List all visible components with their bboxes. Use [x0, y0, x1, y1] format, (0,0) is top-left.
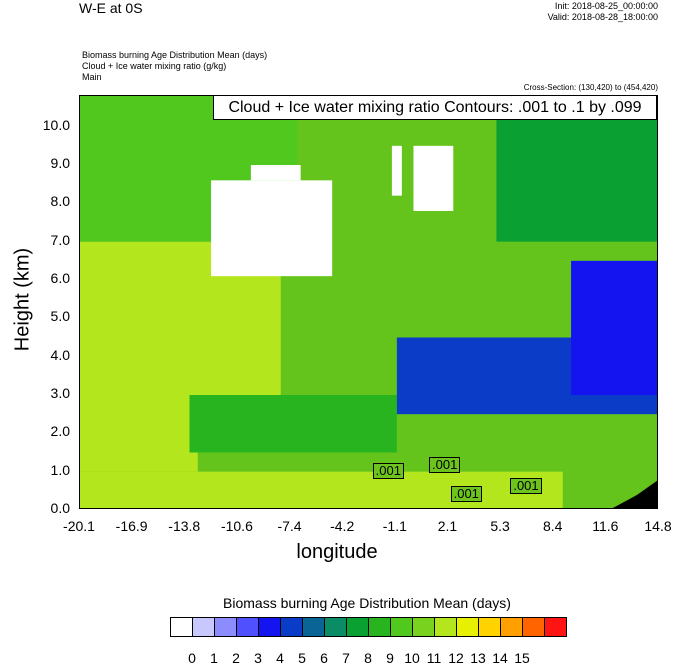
- colorbar-swatch: [412, 617, 435, 637]
- colorbar-swatch: [192, 617, 215, 637]
- colorbar-tick-label: 4: [276, 650, 284, 666]
- colorbar-tick-label: 3: [254, 650, 262, 666]
- x-tick-label: -20.1: [63, 518, 95, 534]
- colorbar-swatch: [500, 617, 523, 637]
- init-valid-times: Init: 2018-08-25_00:00:00 Valid: 2018-08…: [548, 1, 658, 23]
- colorbar-tick-label: 12: [448, 650, 464, 666]
- colorbar-tick-label: 6: [320, 650, 328, 666]
- colorbar-tick-label: 7: [342, 650, 350, 666]
- age-region-0: [80, 471, 563, 508]
- age-region-1: [80, 395, 198, 472]
- colorbar-tick-label: 15: [514, 650, 530, 666]
- colorbar-swatch: [346, 617, 369, 637]
- plot-area: [79, 95, 658, 509]
- x-tick-label: -4.2: [330, 518, 355, 534]
- y-tick-label: 0.0: [50, 500, 70, 516]
- colorbar-swatch: [390, 617, 413, 637]
- colorbar-swatch: [258, 617, 281, 637]
- cloud-gap-2: [391, 145, 402, 196]
- colorbar-tick-label: 5: [298, 650, 306, 666]
- colorbar-tick-label: 14: [492, 650, 508, 666]
- cross-section-label: Cross-Section: (130,420) to (454,420): [523, 83, 658, 92]
- x-tick-label: 8.4: [542, 518, 563, 534]
- x-tick-label: 2.1: [437, 518, 458, 534]
- x-tick-label: -16.9: [115, 518, 148, 534]
- contour-info-box: Cloud + Ice water mixing ratio Contours:…: [213, 95, 657, 120]
- y-axis-label: Height (km): [11, 247, 34, 352]
- y-tick-label: 8.0: [50, 193, 70, 210]
- heatmap-svg: [80, 96, 657, 508]
- x-tick-label: -10.6: [220, 518, 253, 534]
- terrain: [612, 480, 657, 508]
- contour-label: .001: [510, 478, 542, 495]
- colorbar-swatch: [280, 617, 303, 637]
- colorbar-tick-label: 1: [210, 650, 218, 666]
- age-region-3: [189, 395, 397, 453]
- cloud-gap-0: [211, 180, 333, 277]
- y-tick-label: 1.0: [50, 461, 70, 478]
- colorbar-swatch: [236, 617, 259, 637]
- colorbar-swatch: [170, 617, 193, 637]
- colorbar-swatch: [368, 617, 391, 637]
- x-tick-label: -13.8: [168, 518, 201, 534]
- contour-label: .001: [372, 463, 404, 479]
- colorbar-tick-label: 2: [232, 650, 240, 666]
- y-tick-label: 10.0: [42, 116, 70, 133]
- colorbar-swatch: [434, 617, 457, 637]
- contour-label: .001: [450, 486, 482, 502]
- valid-time: Valid: 2018-08-28_18:00:00: [547, 12, 658, 22]
- plot-title: W-E at 0S: [79, 0, 143, 16]
- field-3: Main: [82, 72, 102, 82]
- x-tick-label: 5.3: [490, 518, 510, 534]
- y-tick-label: 4.0: [50, 346, 70, 363]
- cloud-gap-1: [250, 165, 301, 181]
- y-tick-label: 5.0: [50, 308, 70, 325]
- x-tick-label: 11.6: [592, 518, 619, 534]
- colorbar-swatch: [522, 617, 545, 637]
- cloud-gap-3: [413, 145, 454, 211]
- colorbar-tick-label: 0: [188, 650, 196, 666]
- x-tick-label: -1.1: [382, 518, 407, 534]
- colorbar-swatch: [456, 617, 479, 637]
- colorbar-swatch: [324, 617, 347, 637]
- colorbar-swatch: [214, 617, 237, 637]
- x-tick-label: -7.4: [277, 518, 302, 534]
- contour-label: .001: [429, 457, 461, 474]
- y-tick-label: 9.0: [50, 155, 70, 171]
- field-1: Biomass burning Age Distribution Mean (d…: [82, 50, 268, 60]
- field-2: Cloud + Ice water mixing ratio (g/kg): [82, 61, 227, 71]
- init-time: Init: 2018-08-25_00:00:00: [554, 1, 658, 11]
- field-list: Biomass burning Age Distribution Mean (d…: [82, 50, 267, 83]
- age-region-5: [496, 96, 657, 242]
- colorbar-tick-label: 11: [426, 650, 442, 666]
- colorbar-title: Biomass burning Age Distribution Mean (d…: [223, 595, 511, 611]
- y-tick-label: 2.0: [50, 423, 70, 440]
- colorbar-tick-label: 9: [386, 650, 394, 666]
- colorbar-tick-label: 8: [364, 650, 372, 666]
- colorbar-swatch: [478, 617, 501, 637]
- x-axis-label: longitude: [296, 541, 378, 563]
- colorbar-swatch: [302, 617, 325, 637]
- y-tick-label: 3.0: [50, 385, 70, 401]
- x-tick-label: 14.8: [644, 518, 672, 534]
- colorbar-tick-label: 13: [470, 650, 486, 666]
- colorbar-swatch: [544, 617, 567, 637]
- y-tick-label: 7.0: [50, 231, 70, 248]
- y-tick-label: 6.0: [50, 270, 70, 286]
- colorbar-tick-label: 10: [404, 650, 420, 666]
- age-region-7: [571, 260, 657, 395]
